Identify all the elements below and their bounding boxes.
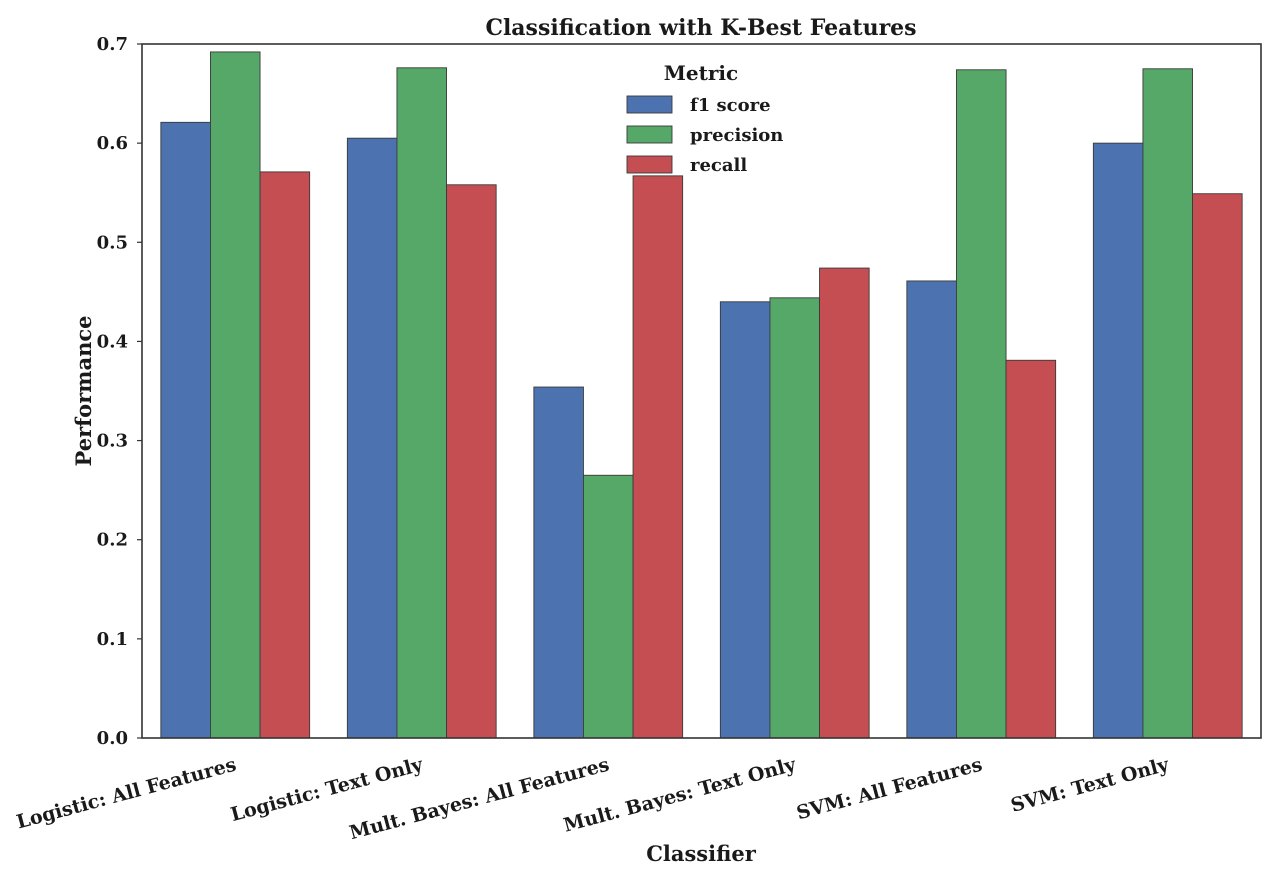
- x-tick-label: SVM: All Features: [794, 754, 984, 825]
- y-tick-label: 0.4: [97, 331, 128, 352]
- bar-precision-4: [956, 69, 1007, 739]
- bar-precision-2: [583, 474, 634, 739]
- legend-swatch-recall: [626, 155, 673, 174]
- legend-swatch-precision: [626, 125, 673, 144]
- y-tick-label: 0.7: [97, 34, 128, 55]
- bar-precision-5: [1142, 68, 1193, 739]
- chart-title: Classification with K-Best Features: [485, 15, 916, 41]
- y-tick-label: 0.3: [97, 431, 128, 452]
- y-tick-label: 0.6: [97, 133, 128, 154]
- y-axis: 0.0 0.1 0.2 0.3 0.4 0.5 0.6 0.7: [97, 34, 142, 749]
- y-axis-label: Performance: [71, 316, 96, 467]
- bar-recall-5: [1192, 193, 1243, 739]
- bar-precision-0: [209, 51, 261, 739]
- x-tick-label: SVM: Text Only: [1008, 753, 1172, 817]
- bar-recall-3: [819, 267, 870, 739]
- legend-swatch-f1-score: [626, 95, 673, 114]
- x-axis-label: Classifier: [646, 841, 757, 866]
- bar-precision-3: [769, 297, 821, 739]
- y-tick-label: 0.2: [97, 530, 128, 551]
- bar-f1-score-4: [906, 280, 957, 739]
- bar-f1-score-5: [1092, 142, 1144, 739]
- bar-recall-2: [632, 175, 684, 739]
- bar-recall-1: [446, 184, 497, 739]
- y-tick-label: 0.1: [97, 629, 128, 650]
- legend-label: recall: [690, 155, 747, 176]
- bar-f1-score-3: [719, 301, 771, 739]
- bar-precision-1: [396, 67, 448, 739]
- bar-f1-score-0: [160, 121, 211, 739]
- bars-layer: [160, 51, 1243, 739]
- y-tick-label: 0.5: [97, 232, 128, 253]
- legend-label: f1 score: [690, 95, 771, 116]
- plot-frame: [141, 43, 1262, 739]
- legend-label: precision: [690, 125, 783, 146]
- x-tick-label: Logistic: All Features: [14, 754, 238, 834]
- legend: Metric f1 score precision recall: [626, 61, 783, 176]
- bar-f1-score-1: [346, 137, 398, 739]
- legend-title: Metric: [664, 61, 738, 85]
- bar-recall-0: [259, 171, 311, 739]
- y-tick-label: 0.0: [97, 728, 128, 749]
- bar-f1-score-2: [533, 386, 584, 739]
- bar-recall-4: [1005, 359, 1057, 739]
